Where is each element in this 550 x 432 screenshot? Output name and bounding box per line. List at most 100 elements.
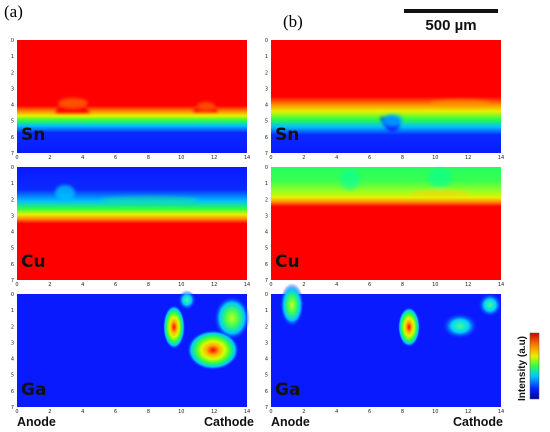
y-tick-label: 2 — [11, 197, 14, 203]
heatmap-b-sn — [271, 40, 501, 153]
y-tick-label: 6 — [265, 135, 268, 141]
x-tick-label: 8 — [147, 409, 150, 415]
y-tick-label: 5 — [11, 373, 14, 379]
panel-label-a: (a) — [4, 2, 23, 21]
x-tick-label: 4 — [81, 155, 84, 161]
y-tick-label: 0 — [265, 292, 268, 298]
x-tick-label: 6 — [114, 282, 117, 288]
x-tick-label: 4 — [335, 409, 338, 415]
element-label-a-sn: Sn — [21, 125, 45, 145]
heatmap-b-cu — [271, 167, 501, 280]
x-tick-label: 0 — [15, 155, 18, 161]
x-tick-label: 4 — [81, 409, 84, 415]
element-label-b-cu: Cu — [275, 252, 300, 272]
x-tick-label: 2 — [302, 282, 305, 288]
y-tick-label: 3 — [265, 340, 268, 346]
y-tick-label: 7 — [265, 278, 268, 284]
y-tick-label: 2 — [11, 70, 14, 76]
y-tick-label: 7 — [265, 151, 268, 157]
y-tick-label: 4 — [265, 357, 268, 363]
y-tick-label: 3 — [265, 213, 268, 219]
y-tick-label: 0 — [11, 165, 14, 171]
y-tick-label: 6 — [11, 135, 14, 141]
y-tick-label: 4 — [11, 230, 14, 236]
x-tick-label: 12 — [211, 155, 217, 161]
x-tick-label: 0 — [15, 409, 18, 415]
x-tick-label: 6 — [368, 282, 371, 288]
y-tick-label: 1 — [265, 54, 268, 60]
x-tick-label: 12 — [465, 155, 471, 161]
colorbar — [529, 332, 540, 400]
y-tick-label: 7 — [11, 405, 14, 411]
x-tick-label: 8 — [147, 282, 150, 288]
y-tick-label: 5 — [265, 373, 268, 379]
x-tick-label: 12 — [211, 282, 217, 288]
x-tick-label: 4 — [81, 282, 84, 288]
x-tick-label: 6 — [114, 409, 117, 415]
x-tick-label: 8 — [401, 282, 404, 288]
cathode-label-b: Cathode — [453, 415, 503, 429]
x-tick-label: 4 — [335, 282, 338, 288]
x-tick-label: 10 — [178, 155, 184, 161]
x-tick-label: 10 — [432, 409, 438, 415]
y-tick-label: 4 — [11, 103, 14, 109]
heatmap-a-ga — [17, 290, 250, 407]
x-tick-label: 12 — [211, 409, 217, 415]
x-tick-label: 14 — [244, 155, 250, 161]
x-tick-label: 6 — [368, 155, 371, 161]
y-tick-label: 1 — [11, 308, 14, 314]
y-tick-label: 0 — [11, 38, 14, 44]
element-label-a-cu: Cu — [21, 252, 46, 272]
heatmap-a-sn — [17, 40, 247, 153]
heatmap-b-ga — [271, 283, 502, 407]
x-tick-label: 2 — [302, 409, 305, 415]
x-tick-label: 6 — [114, 155, 117, 161]
y-tick-label: 3 — [265, 86, 268, 92]
y-tick-label: 0 — [265, 165, 268, 171]
x-tick-label: 12 — [465, 409, 471, 415]
x-tick-label: 8 — [147, 155, 150, 161]
y-tick-label: 7 — [11, 151, 14, 157]
y-tick-label: 2 — [11, 324, 14, 330]
y-tick-label: 1 — [11, 54, 14, 60]
y-tick-label: 6 — [265, 262, 268, 268]
y-tick-label: 5 — [11, 119, 14, 125]
x-tick-label: 2 — [48, 282, 51, 288]
x-tick-label: 0 — [269, 409, 272, 415]
y-tick-label: 2 — [265, 324, 268, 330]
y-tick-label: 0 — [11, 292, 14, 298]
panel-label-b: (b) — [283, 12, 303, 31]
y-tick-label: 7 — [265, 405, 268, 411]
anode-label-a: Anode — [17, 415, 56, 429]
x-tick-label: 14 — [244, 282, 250, 288]
x-tick-label: 0 — [269, 155, 272, 161]
y-tick-label: 1 — [265, 308, 268, 314]
y-tick-label: 2 — [265, 197, 268, 203]
y-tick-label: 2 — [265, 70, 268, 76]
anode-label-b: Anode — [271, 415, 310, 429]
x-tick-label: 14 — [498, 155, 504, 161]
y-tick-label: 6 — [265, 389, 268, 395]
x-tick-label: 4 — [335, 155, 338, 161]
x-tick-label: 2 — [48, 409, 51, 415]
y-tick-label: 5 — [11, 246, 14, 252]
y-tick-label: 0 — [265, 38, 268, 44]
x-tick-label: 2 — [302, 155, 305, 161]
heatmap-a-cu — [17, 167, 247, 280]
y-tick-label: 6 — [11, 262, 14, 268]
x-tick-label: 2 — [48, 155, 51, 161]
y-tick-label: 3 — [11, 213, 14, 219]
x-tick-label: 14 — [244, 409, 250, 415]
x-tick-label: 10 — [432, 155, 438, 161]
y-tick-label: 3 — [11, 340, 14, 346]
x-tick-label: 10 — [178, 409, 184, 415]
x-tick-label: 0 — [15, 282, 18, 288]
y-tick-label: 4 — [11, 357, 14, 363]
x-tick-label: 6 — [368, 409, 371, 415]
x-tick-label: 14 — [498, 409, 504, 415]
x-tick-label: 10 — [178, 282, 184, 288]
x-tick-label: 10 — [432, 282, 438, 288]
x-tick-label: 0 — [269, 282, 272, 288]
